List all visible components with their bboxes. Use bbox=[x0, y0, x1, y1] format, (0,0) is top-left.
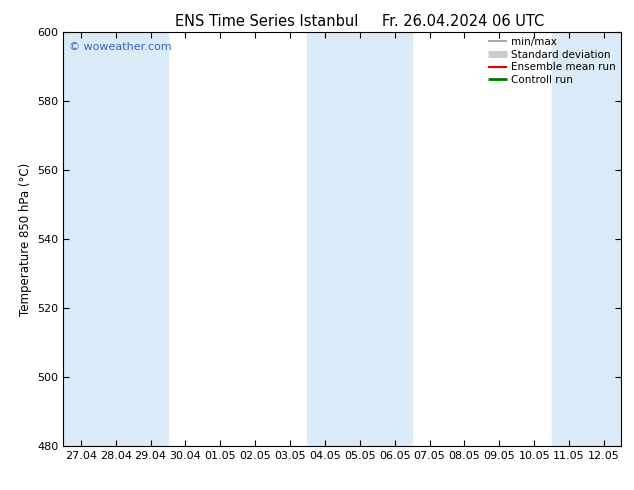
Text: Fr. 26.04.2024 06 UTC: Fr. 26.04.2024 06 UTC bbox=[382, 14, 544, 29]
Bar bbox=[307, 32, 377, 446]
Bar bbox=[342, 32, 412, 446]
Y-axis label: Temperature 850 hPa (°C): Temperature 850 hPa (°C) bbox=[19, 162, 32, 316]
Bar bbox=[98, 32, 168, 446]
Text: ENS Time Series Istanbul: ENS Time Series Istanbul bbox=[174, 14, 358, 29]
Bar bbox=[63, 32, 133, 446]
Legend: min/max, Standard deviation, Ensemble mean run, Controll run: min/max, Standard deviation, Ensemble me… bbox=[486, 35, 618, 87]
Text: © woweather.com: © woweather.com bbox=[69, 42, 172, 52]
Bar bbox=[552, 32, 621, 446]
